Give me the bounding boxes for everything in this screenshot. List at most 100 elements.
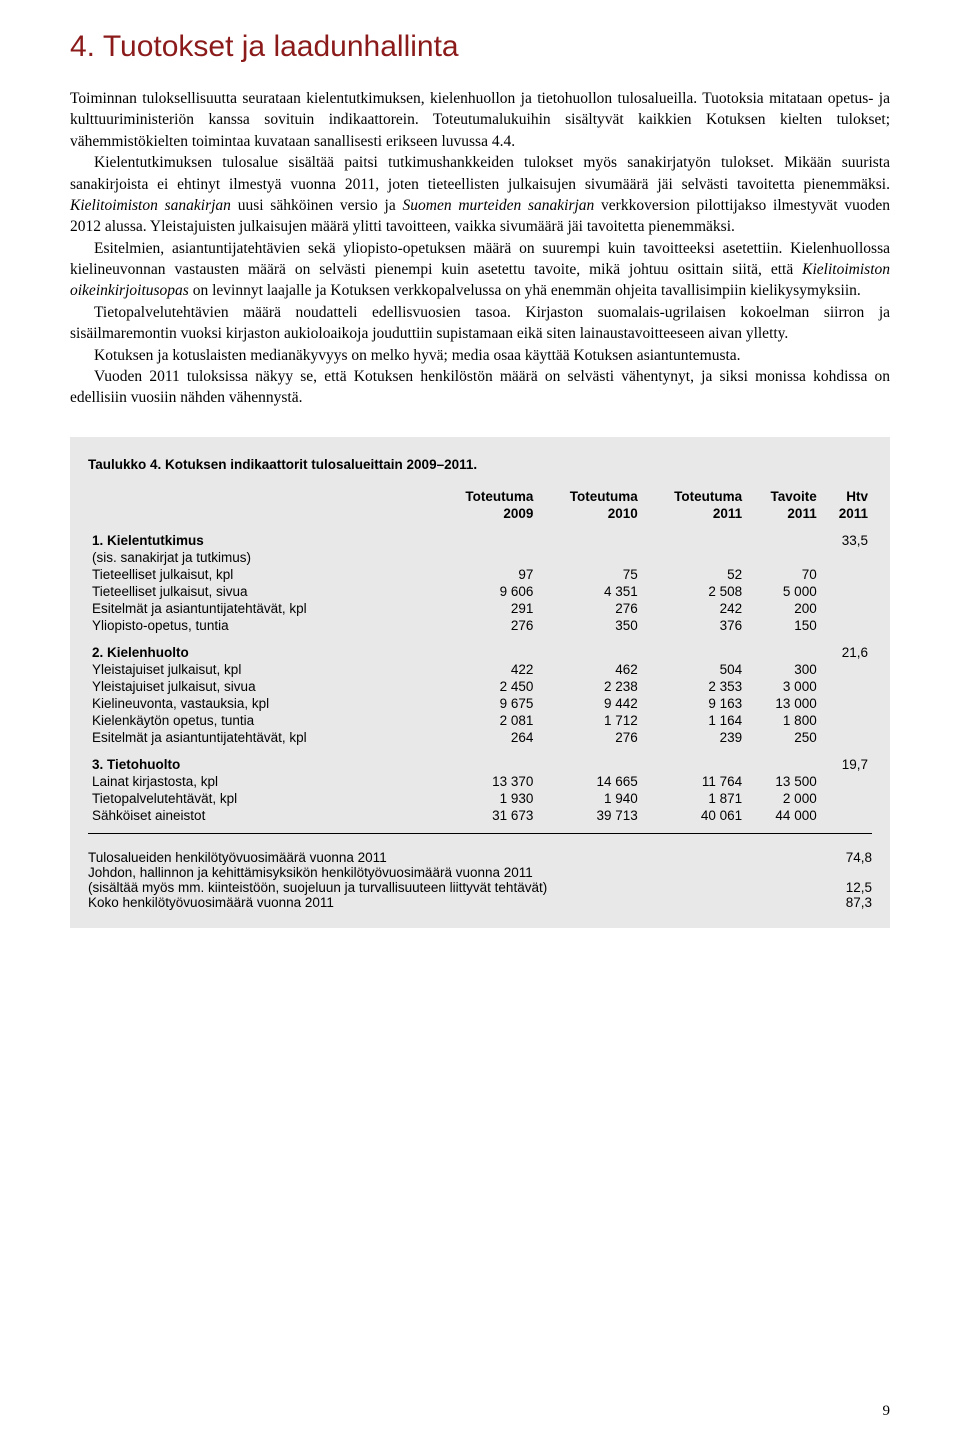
para-2: Kielentutkimuksen tulosalue sisältää pai…: [70, 152, 890, 238]
col-header: 2011: [821, 505, 872, 522]
cell: 200: [746, 600, 821, 617]
cell: 291: [433, 600, 537, 617]
footer-label: (sisältää myös mm. kiinteistöön, suojelu…: [88, 880, 547, 895]
table-title: Taulukko 4. Kotuksen indikaattorit tulos…: [88, 457, 872, 472]
row-label: Tieteelliset julkaisut, sivua: [88, 583, 433, 600]
cell: 5 000: [746, 583, 821, 600]
cell: 1 164: [642, 712, 746, 729]
table-row: Esitelmät ja asiantuntijatehtävät, kpl 2…: [88, 729, 872, 746]
cell: 276: [433, 617, 537, 634]
cell: 52: [642, 566, 746, 583]
table-row: Tietopalvelutehtävät, kpl 1 930 1 940 1 …: [88, 790, 872, 807]
col-header: Toteutuma: [642, 488, 746, 505]
para-4: Tietopalvelutehtävien määrä noudatteli e…: [70, 302, 890, 345]
cell: 300: [746, 661, 821, 678]
para-1: Toiminnan tuloksellisuutta seurataan kie…: [70, 88, 890, 152]
cell: 150: [746, 617, 821, 634]
cell: 2 238: [537, 678, 641, 695]
row-label: Esitelmät ja asiantuntijatehtävät, kpl: [88, 600, 433, 617]
cell: 13 370: [433, 773, 537, 790]
row-label: Lainat kirjastosta, kpl: [88, 773, 433, 790]
footer-label: Koko henkilötyövuosimäärä vuonna 2011: [88, 895, 334, 910]
htv-value: 19,7: [821, 756, 872, 773]
row-label: Yleistajuiset julkaisut, sivua: [88, 678, 433, 695]
col-header: Tavoite: [746, 488, 821, 505]
cell: 242: [642, 600, 746, 617]
cell: 14 665: [537, 773, 641, 790]
text-run: on levinnyt laajalle ja Kotuksen verkkop…: [189, 282, 861, 299]
section-name: 2. Kielenhuolto: [88, 644, 433, 661]
header-row-1: Toteutuma Toteutuma Toteutuma Tavoite Ht…: [88, 488, 872, 505]
cell: 239: [642, 729, 746, 746]
cell: 9 163: [642, 695, 746, 712]
col-header: 2011: [746, 505, 821, 522]
row-label: Yleistajuiset julkaisut, kpl: [88, 661, 433, 678]
table-row: Lainat kirjastosta, kpl 13 370 14 665 11…: [88, 773, 872, 790]
col-header: 2011: [642, 505, 746, 522]
table-row: Yleistajuiset julkaisut, sivua 2 450 2 2…: [88, 678, 872, 695]
cell: 250: [746, 729, 821, 746]
table-row: Kielenkäytön opetus, tuntia 2 081 1 712 …: [88, 712, 872, 729]
table-footer: Tulosalueiden henkilötyövuosimäärä vuonn…: [88, 850, 872, 910]
cell: 1 712: [537, 712, 641, 729]
row-label: Tieteelliset julkaisut, kpl: [88, 566, 433, 583]
row-label: Kielineuvonta, vastauksia, kpl: [88, 695, 433, 712]
body-text: Toiminnan tuloksellisuutta seurataan kie…: [70, 88, 890, 409]
footer-label: Johdon, hallinnon ja kehittämisyksikön h…: [88, 865, 533, 880]
section-name: 1. Kielentutkimus: [88, 532, 433, 549]
cell: 504: [642, 661, 746, 678]
cell: 40 061: [642, 807, 746, 824]
table-row: Sähköiset aineistot 31 673 39 713 40 061…: [88, 807, 872, 824]
col-header: Toteutuma: [537, 488, 641, 505]
cell: 264: [433, 729, 537, 746]
table-row: Kielineuvonta, vastauksia, kpl 9 675 9 4…: [88, 695, 872, 712]
cell: 1 930: [433, 790, 537, 807]
row-label: Esitelmät ja asiantuntijatehtävät, kpl: [88, 729, 433, 746]
cell: 9 675: [433, 695, 537, 712]
footer-row: Tulosalueiden henkilötyövuosimäärä vuonn…: [88, 850, 872, 865]
cell: 2 081: [433, 712, 537, 729]
cell: 75: [537, 566, 641, 583]
cell: 39 713: [537, 807, 641, 824]
row-label: Sähköiset aineistot: [88, 807, 433, 824]
footer-row: Johdon, hallinnon ja kehittämisyksikön h…: [88, 865, 872, 880]
header-row-2: 2009 2010 2011 2011 2011: [88, 505, 872, 522]
footer-value: 87,3: [846, 895, 872, 910]
table-row: Esitelmät ja asiantuntijatehtävät, kpl 2…: [88, 600, 872, 617]
section-sub: (sis. sanakirjat ja tutkimus): [88, 549, 872, 566]
cell: 1 940: [537, 790, 641, 807]
cell: 462: [537, 661, 641, 678]
footer-value: 74,8: [846, 850, 872, 865]
cell: 350: [537, 617, 641, 634]
indicator-table-box: Taulukko 4. Kotuksen indikaattorit tulos…: [70, 437, 890, 928]
section-head: 1. Kielentutkimus 33,5: [88, 532, 872, 549]
footer-value: 12,5: [846, 880, 872, 895]
cell: 44 000: [746, 807, 821, 824]
table-row: Tieteelliset julkaisut, sivua 9 606 4 35…: [88, 583, 872, 600]
cell: 2 508: [642, 583, 746, 600]
page-number: 9: [883, 1403, 891, 1420]
cell: 1 800: [746, 712, 821, 729]
para-5: Kotuksen ja kotuslaisten medianäkyvyys o…: [70, 345, 890, 366]
cell: 2 000: [746, 790, 821, 807]
section-heading: 4. Tuotokset ja laadunhallinta: [70, 30, 890, 64]
row-label: Kielenkäytön opetus, tuntia: [88, 712, 433, 729]
text-run: Kielentutkimuksen tulosalue sisältää pai…: [70, 154, 890, 192]
cell: 9 606: [433, 583, 537, 600]
cell: 276: [537, 729, 641, 746]
section-name: 3. Tietohuolto: [88, 756, 433, 773]
table-row: Tieteelliset julkaisut, kpl 97 75 52 70: [88, 566, 872, 583]
section-head: 2. Kielenhuolto21,6: [88, 644, 872, 661]
cell: 1 871: [642, 790, 746, 807]
htv-value: 33,5: [821, 532, 872, 549]
cell: 276: [537, 600, 641, 617]
footer-row: (sisältää myös mm. kiinteistöön, suojelu…: [88, 880, 872, 895]
italic-run: Kielitoimiston sanakirjan: [70, 197, 231, 214]
table-row: Yliopisto-opetus, tuntia 276 350 376 150: [88, 617, 872, 634]
cell: 2 450: [433, 678, 537, 695]
cell: 422: [433, 661, 537, 678]
cell: 13 500: [746, 773, 821, 790]
para-6: Vuoden 2011 tuloksissa näkyy se, että Ko…: [70, 366, 890, 409]
footer-label: Tulosalueiden henkilötyövuosimäärä vuonn…: [88, 850, 387, 865]
section-sub-label: (sis. sanakirjat ja tutkimus): [88, 549, 433, 566]
